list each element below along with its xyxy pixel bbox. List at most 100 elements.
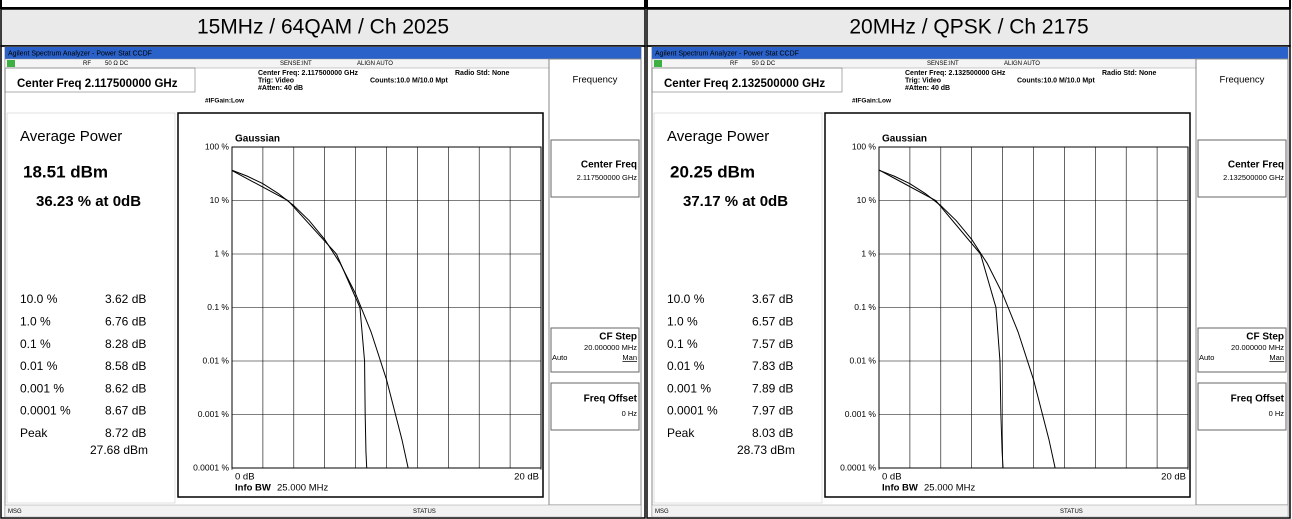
softkey-option: Auto xyxy=(552,353,567,362)
top-strip xyxy=(0,0,646,9)
stat-label: 1.0 % xyxy=(667,314,698,328)
setting: Trig: Video xyxy=(905,77,941,84)
stat-value: 3.67 dB xyxy=(752,292,793,306)
stat-label: 0.01 % xyxy=(667,359,705,373)
setting: #Atten: 40 dB xyxy=(905,85,950,92)
status-label: STATUS xyxy=(1060,509,1083,515)
y-tick-label: 0.001 % xyxy=(198,409,230,419)
at-0db: 37.17 % at 0dB xyxy=(683,193,788,210)
status-rf: RF xyxy=(83,61,91,67)
status-align: ALIGN AUTO xyxy=(357,61,393,67)
y-tick-label: 0.001 % xyxy=(845,409,877,419)
message-bar xyxy=(4,504,642,518)
header: 20MHz / QPSK / Ch 2175 xyxy=(849,16,1088,39)
x-tick-label: 20 dB xyxy=(1161,472,1186,483)
y-tick-label: 100 % xyxy=(852,141,877,151)
stat-label: 1.0 % xyxy=(20,314,51,328)
average-power: 18.51 dBm xyxy=(23,162,108,181)
stat-value: 6.57 dB xyxy=(752,314,793,328)
status-sense: SENSE:INT xyxy=(927,61,959,67)
stat-value: 3.62 dB xyxy=(105,292,146,306)
stat-value: 8.03 dB xyxy=(752,426,793,440)
y-tick-label: 10 % xyxy=(857,195,877,205)
ccdf-trace xyxy=(231,169,409,469)
x-tick-label: 20 dB xyxy=(514,472,539,483)
softkey-label: CF Step xyxy=(1246,332,1284,343)
stat-label: 10.0 % xyxy=(20,292,58,306)
x-tick-label: 0 dB xyxy=(882,472,902,483)
radio-std: Radio Std: None xyxy=(455,70,510,77)
softkey[interactable] xyxy=(550,139,640,198)
stat-value: 8.72 dB xyxy=(105,426,146,440)
y-tick-label: 0.1 % xyxy=(854,302,876,312)
window-title: Agilent Spectrum Analyzer - Power Stat C… xyxy=(655,50,799,57)
y-tick-label: 0.01 % xyxy=(850,355,877,365)
softkey[interactable] xyxy=(1197,327,1287,373)
softkey[interactable] xyxy=(1197,139,1287,198)
panel-border xyxy=(646,45,1291,519)
status-impedance: 50 Ω DC xyxy=(105,61,129,67)
y-tick-label: 0.01 % xyxy=(203,355,230,365)
stat-value: 6.76 dB xyxy=(105,314,146,328)
softkey-value: 20.000000 MHz xyxy=(1231,343,1284,352)
stat-label: 0.01 % xyxy=(20,359,58,373)
y-tick-label: 10 % xyxy=(210,195,230,205)
setting: Center Freq: 2.132500000 GHz xyxy=(905,70,1006,77)
softkey-label: Center Freq xyxy=(581,160,637,171)
ifgain: #IFGain:Low xyxy=(852,98,892,105)
average-power-label: Average Power xyxy=(667,128,769,145)
softkey[interactable] xyxy=(550,382,640,431)
message-bar xyxy=(651,504,1289,518)
softkey-label: Freq Offset xyxy=(1231,394,1285,405)
softkey-value: 20.000000 MHz xyxy=(584,343,637,352)
peak-power: 27.68 dBm xyxy=(90,443,148,457)
softkey-value: 0 Hz xyxy=(622,409,638,418)
stat-label: Peak xyxy=(667,426,695,440)
setting: #Atten: 40 dB xyxy=(258,85,303,92)
title-bar xyxy=(5,47,641,59)
stat-label: 10.0 % xyxy=(667,292,705,306)
softkey-value: 2.117500000 GHz xyxy=(577,173,638,182)
info-bw-label: Info BW xyxy=(235,483,271,494)
y-tick-label: 1 % xyxy=(861,248,876,258)
stat-label: 0.0001 % xyxy=(20,404,71,418)
stat-label: 0.1 % xyxy=(667,337,698,351)
ccdf-trace xyxy=(878,169,1188,469)
counts: Counts:10.0 M/10.0 Mpt xyxy=(1017,77,1095,84)
msg-label: MSG xyxy=(8,509,22,515)
y-tick-label: 1 % xyxy=(214,248,229,258)
stat-value: 8.28 dB xyxy=(105,337,146,351)
stat-value: 8.67 dB xyxy=(105,404,146,418)
stat-label: 0.001 % xyxy=(667,381,711,395)
info-bw-value: 25.000 MHz xyxy=(924,483,975,494)
y-tick-label: 0.0001 % xyxy=(193,462,229,472)
stat-value: 8.62 dB xyxy=(105,381,146,395)
softkey[interactable] xyxy=(550,327,640,373)
chart-annotation: Gaussian xyxy=(235,134,280,145)
softkey-option: Man xyxy=(1269,353,1284,362)
softkey-label: Center Freq xyxy=(1228,160,1284,171)
center-freq: Center Freq 2.132500000 GHz xyxy=(664,78,825,90)
stat-value: 7.57 dB xyxy=(752,337,793,351)
header: 15MHz / 64QAM / Ch 2025 xyxy=(197,16,449,39)
y-tick-label: 0.0001 % xyxy=(840,462,876,472)
softkey-menu: Frequency xyxy=(1220,75,1265,86)
softkey-option: Auto xyxy=(1199,353,1214,362)
ifgain: #IFGain:Low xyxy=(205,98,245,105)
analyzer-screen: Agilent Spectrum Analyzer - Power Stat C… xyxy=(4,46,642,518)
top-strip xyxy=(646,0,1291,9)
title-bar xyxy=(652,47,1288,59)
y-tick-label: 100 % xyxy=(205,141,230,151)
center-freq: Center Freq 2.117500000 GHz xyxy=(17,78,178,90)
center-freq-box xyxy=(4,67,196,93)
average-power: 20.25 dBm xyxy=(670,162,755,181)
lxi-icon xyxy=(654,60,662,67)
stat-value: 7.97 dB xyxy=(752,404,793,418)
softkey[interactable] xyxy=(1197,382,1287,431)
ccdf-trace xyxy=(231,170,541,469)
stat-value: 7.89 dB xyxy=(752,381,793,395)
info-bw-label: Info BW xyxy=(882,483,918,494)
msg-label: MSG xyxy=(655,509,669,515)
x-tick-label: 0 dB xyxy=(235,472,255,483)
